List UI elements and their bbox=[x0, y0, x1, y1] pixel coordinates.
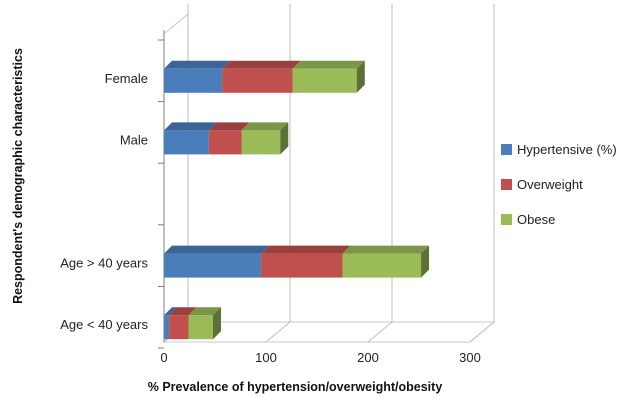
legend: Hypertensive (%) Overweight Obese bbox=[501, 142, 617, 227]
axis-lines bbox=[158, 30, 165, 349]
floor-gridline bbox=[265, 321, 291, 343]
bar-top-face bbox=[164, 245, 269, 254]
bars bbox=[164, 60, 430, 340]
x-axis-title: % Prevalence of hypertension/overweight/… bbox=[148, 380, 443, 394]
x-tick-labels: 0 100 200 300 bbox=[160, 350, 480, 365]
bar-front-face bbox=[188, 315, 213, 340]
bar-segment bbox=[164, 122, 217, 155]
legend-label: Hypertensive (%) bbox=[517, 142, 617, 157]
bar-top-face bbox=[164, 60, 231, 69]
bar-segment bbox=[260, 245, 351, 278]
bar-segment bbox=[208, 122, 250, 155]
bar-front-face bbox=[241, 130, 281, 155]
floor-gridline bbox=[469, 321, 495, 343]
bar-segment bbox=[241, 122, 289, 155]
bar-top-face bbox=[188, 307, 221, 316]
bar-top-face bbox=[342, 245, 430, 254]
y-tick-labels: Female Male Age > 40 years Age < 40 years bbox=[60, 71, 148, 332]
bar-front-face bbox=[164, 253, 261, 278]
bar-top-face bbox=[208, 122, 250, 131]
bar-front-face bbox=[169, 315, 189, 340]
floor-gridline bbox=[367, 321, 393, 343]
bar-front-face bbox=[164, 315, 170, 340]
bar-front-face bbox=[164, 68, 223, 93]
bar-top-face bbox=[164, 307, 178, 316]
bar-segment bbox=[292, 60, 365, 93]
bar-front-face bbox=[292, 68, 357, 93]
bar-side-face bbox=[212, 307, 221, 340]
legend-swatch bbox=[501, 144, 512, 155]
bar-front-face bbox=[164, 130, 209, 155]
x-tick-label: 100 bbox=[255, 350, 277, 365]
bar-segment bbox=[222, 60, 301, 93]
x-tick-label: 300 bbox=[459, 350, 481, 365]
bar-top-face bbox=[164, 122, 217, 131]
y-tick-label: Age > 40 years bbox=[60, 256, 148, 271]
y-tick-label: Male bbox=[120, 132, 148, 147]
bar-top-face bbox=[260, 245, 351, 254]
y-axis-title: Respondent's demographic characteristics bbox=[11, 48, 25, 304]
bar-side-face bbox=[280, 122, 289, 155]
bar-segment bbox=[164, 245, 269, 278]
legend-label: Overweight bbox=[517, 177, 583, 192]
legend-swatch bbox=[501, 179, 512, 190]
x-tick-label: 0 bbox=[160, 350, 167, 365]
x-tick-label: 200 bbox=[357, 350, 379, 365]
bar-segment bbox=[342, 245, 430, 278]
bar-front-face bbox=[260, 253, 343, 278]
bar-front-face bbox=[342, 253, 422, 278]
bar-top-face bbox=[222, 60, 301, 69]
legend-label: Obese bbox=[517, 212, 555, 227]
bar-top-face bbox=[169, 307, 197, 316]
bar-side-face bbox=[356, 60, 365, 93]
y-tick-label: Age < 40 years bbox=[60, 317, 148, 332]
bar-segment bbox=[169, 307, 197, 340]
legend-swatch bbox=[501, 214, 512, 225]
bar-front-face bbox=[208, 130, 242, 155]
bar-top-face bbox=[292, 60, 365, 69]
bar-segment bbox=[164, 60, 231, 93]
bar-segment bbox=[188, 307, 221, 340]
bar-front-face bbox=[222, 68, 293, 93]
y-tick-label: Female bbox=[105, 71, 148, 86]
gridlines bbox=[163, 4, 495, 343]
bar-segment bbox=[164, 307, 178, 340]
bar-side-face bbox=[421, 245, 430, 278]
bar-top-face bbox=[241, 122, 289, 131]
